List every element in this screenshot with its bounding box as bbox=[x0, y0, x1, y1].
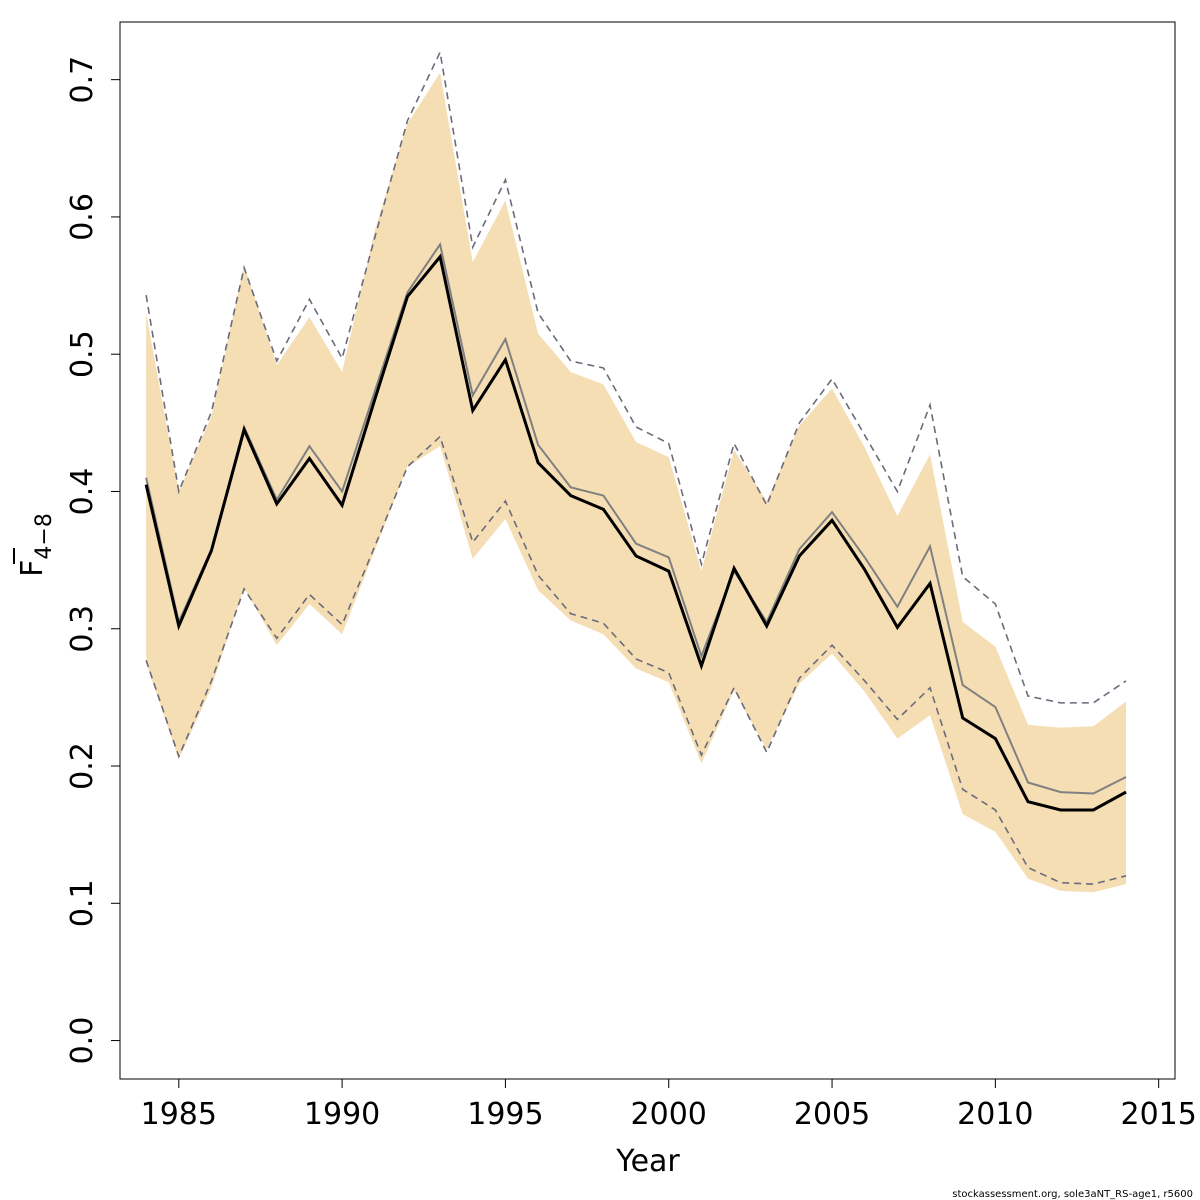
y-tick-label: 0.4 bbox=[65, 468, 100, 516]
y-tick-label: 0.5 bbox=[65, 330, 100, 378]
x-tick-label: 2000 bbox=[631, 1097, 707, 1132]
y-axis: 0.0 0.1 0.2 0.3 0.4 0.5 0.6 0.7 bbox=[65, 56, 121, 1065]
y-tick-label: 0.7 bbox=[65, 56, 100, 104]
y-tick-label: 0.1 bbox=[65, 879, 100, 927]
series-line-dashed-lower bbox=[145, 435, 1127, 885]
x-tick-label: 1995 bbox=[467, 1097, 543, 1132]
confidence-band bbox=[146, 72, 1127, 893]
svg-text:F4−8: F4−8 bbox=[15, 513, 57, 577]
series-line-estimate bbox=[144, 253, 1127, 812]
y-tick-label: 0.3 bbox=[65, 605, 100, 653]
y-axis-title-subscript: 4−8 bbox=[32, 513, 57, 559]
y-axis-title-main: F bbox=[15, 560, 50, 577]
y-axis-title: F4−8 bbox=[13, 513, 57, 577]
series-lines-layer bbox=[144, 49, 1127, 885]
x-axis-title: Year bbox=[615, 1144, 680, 1179]
x-axis: 1985 1990 1995 2000 2005 2010 2015 bbox=[141, 1078, 1197, 1132]
y-tick-label: 0.6 bbox=[65, 193, 100, 241]
x-tick-label: 2015 bbox=[1120, 1097, 1196, 1132]
x-tick-label: 2005 bbox=[794, 1097, 870, 1132]
x-tick-label: 1985 bbox=[141, 1097, 217, 1132]
footnote: stockassessment.org, sole3aNT_RS-age1, r… bbox=[952, 1189, 1193, 1200]
x-tick-label: 2010 bbox=[957, 1097, 1033, 1132]
y-tick-label: 0.2 bbox=[65, 742, 100, 790]
y-tick-label: 0.0 bbox=[65, 1017, 100, 1065]
series-line-dashed-upper bbox=[145, 49, 1127, 704]
x-tick-label: 1990 bbox=[304, 1097, 380, 1132]
series-line-alternative bbox=[145, 241, 1127, 795]
confidence-band-layer bbox=[146, 72, 1127, 893]
